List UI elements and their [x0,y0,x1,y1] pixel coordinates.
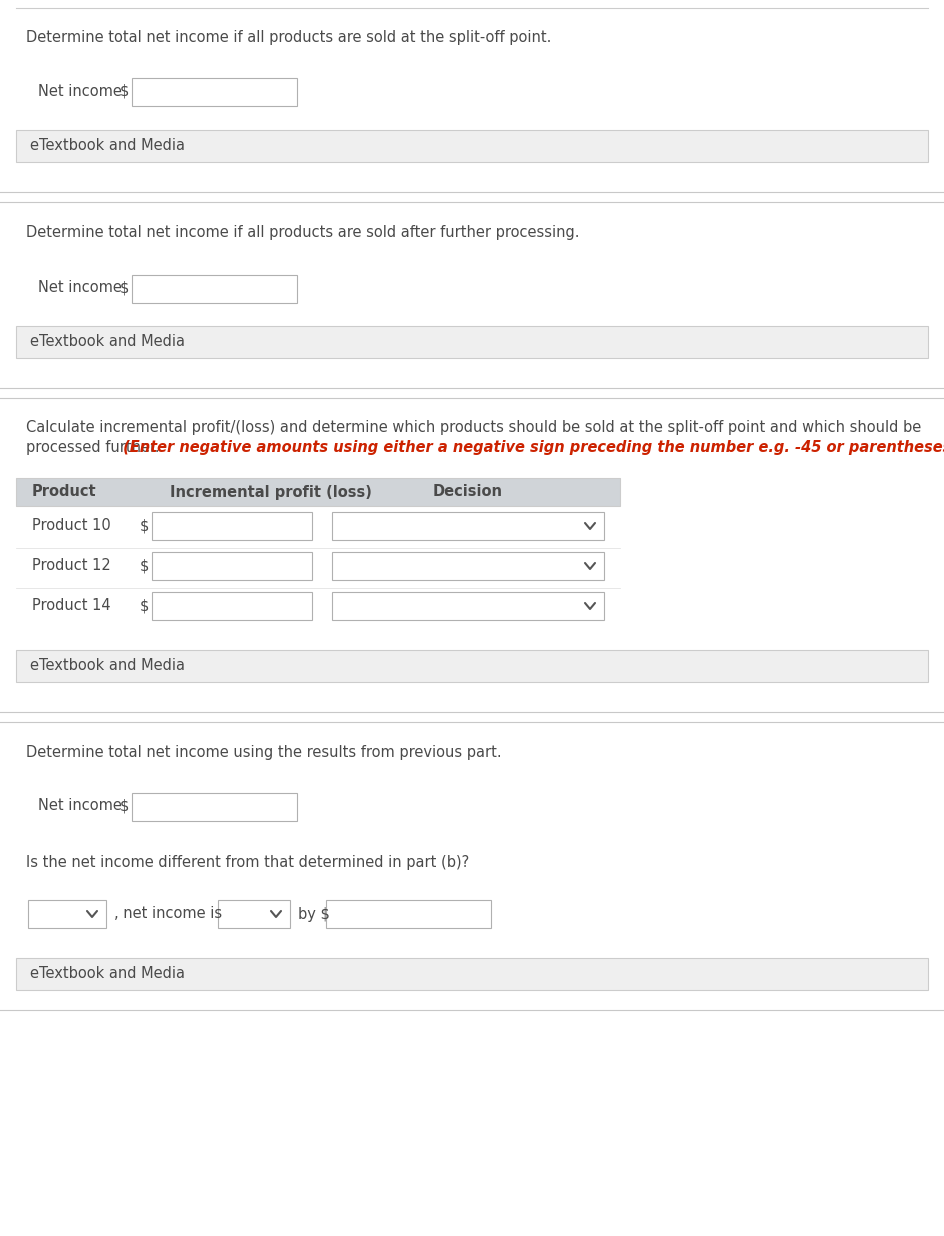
Text: Is the net income different from that determined in part (b)?: Is the net income different from that de… [26,855,469,870]
Text: Incremental profit (loss): Incremental profit (loss) [170,485,372,499]
Text: $: $ [120,84,129,99]
Bar [152,512,312,540]
Text: Product 14: Product 14 [32,598,110,613]
Text: Product 12: Product 12 [32,559,110,574]
Text: $: $ [140,518,149,534]
Bar [152,552,312,580]
Text: Net income: Net income [38,798,122,813]
Bar [28,900,106,928]
Bar [132,78,297,106]
Text: Determine total net income if all products are sold after further processing.: Determine total net income if all produc… [26,225,580,240]
Text: by $: by $ [298,906,329,922]
Text: $: $ [120,281,129,295]
Text: $: $ [120,798,129,813]
Text: Product 10: Product 10 [32,518,110,534]
Text: , net income is: , net income is [114,906,222,922]
Bar [16,650,928,682]
Bar [16,478,620,506]
Text: processed further.: processed further. [26,440,160,455]
Text: Determine total net income using the results from previous part.: Determine total net income using the res… [26,745,501,760]
Text: Product: Product [32,485,96,499]
Text: $: $ [140,559,149,574]
Text: eTextbook and Media: eTextbook and Media [30,967,185,981]
Bar [16,326,928,358]
Text: Decision: Decision [433,485,503,499]
Text: eTextbook and Media: eTextbook and Media [30,138,185,153]
Bar [332,592,604,620]
Text: $: $ [140,598,149,613]
Text: (Enter negative amounts using either a negative sign preceding the number e.g. -: (Enter negative amounts using either a n… [118,440,944,455]
Bar [218,900,290,928]
Text: eTextbook and Media: eTextbook and Media [30,335,185,350]
Bar [326,900,491,928]
Bar [332,512,604,540]
Text: Calculate incremental profit/(loss) and determine which products should be sold : Calculate incremental profit/(loss) and … [26,420,921,435]
Text: Net income: Net income [38,281,122,295]
Text: Determine total net income if all products are sold at the split-off point.: Determine total net income if all produc… [26,30,551,44]
Bar [132,274,297,303]
Text: Net income: Net income [38,84,122,99]
Bar [16,958,928,990]
Text: eTextbook and Media: eTextbook and Media [30,659,185,674]
Bar [16,130,928,162]
Bar [132,794,297,821]
Bar [332,552,604,580]
Bar [152,592,312,620]
